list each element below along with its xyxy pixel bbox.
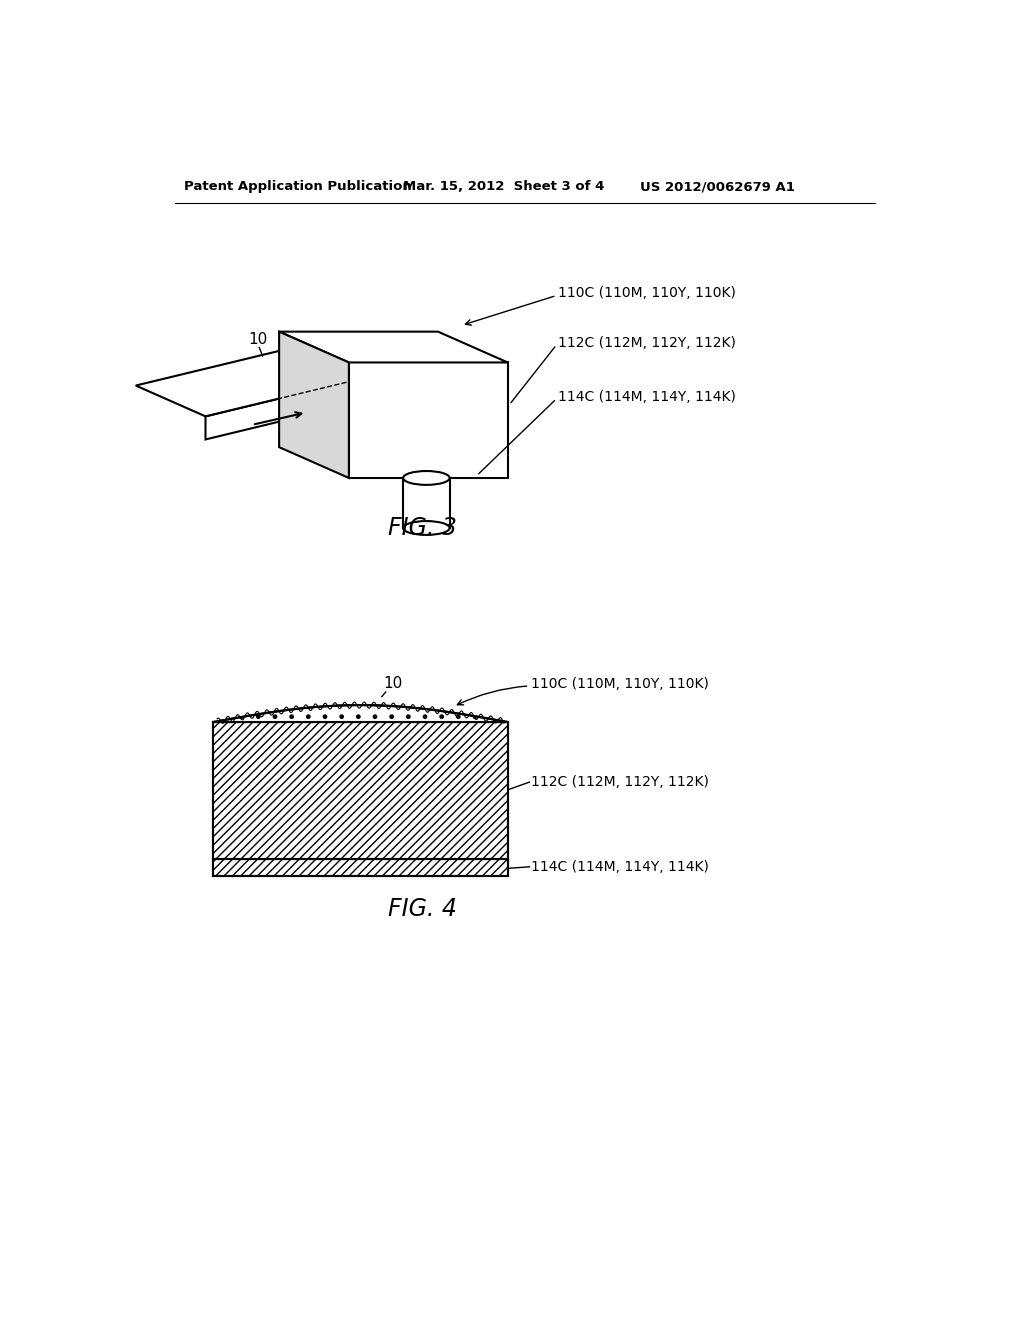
Polygon shape [280,331,508,363]
Bar [403,478,450,528]
Polygon shape [213,705,508,722]
Text: 112C (112M, 112Y, 112K): 112C (112M, 112Y, 112K) [531,775,709,789]
Text: 114C (114M, 114Y, 114K): 114C (114M, 114Y, 114K) [558,391,736,404]
Text: 10: 10 [384,676,403,692]
Text: Mar. 15, 2012  Sheet 3 of 4: Mar. 15, 2012 Sheet 3 of 4 [403,181,604,194]
Text: Patent Application Publication: Patent Application Publication [183,181,412,194]
Text: FIG. 3: FIG. 3 [388,516,457,540]
Polygon shape [136,351,349,416]
Bar [213,722,508,859]
Ellipse shape [403,521,450,535]
Text: 112C (112M, 112Y, 112K): 112C (112M, 112Y, 112K) [558,337,736,350]
Text: FIG. 4: FIG. 4 [388,898,457,921]
Ellipse shape [403,471,450,484]
Text: 110C (110M, 110Y, 110K): 110C (110M, 110Y, 110K) [531,677,709,690]
Text: US 2012/0062679 A1: US 2012/0062679 A1 [640,181,795,194]
Text: 114C (114M, 114Y, 114K): 114C (114M, 114Y, 114K) [531,859,709,874]
Text: 10: 10 [248,331,267,347]
Polygon shape [349,363,508,478]
Polygon shape [280,331,349,478]
Polygon shape [206,381,349,440]
Bar [213,859,508,876]
Text: 110C (110M, 110Y, 110K): 110C (110M, 110Y, 110K) [558,286,736,300]
